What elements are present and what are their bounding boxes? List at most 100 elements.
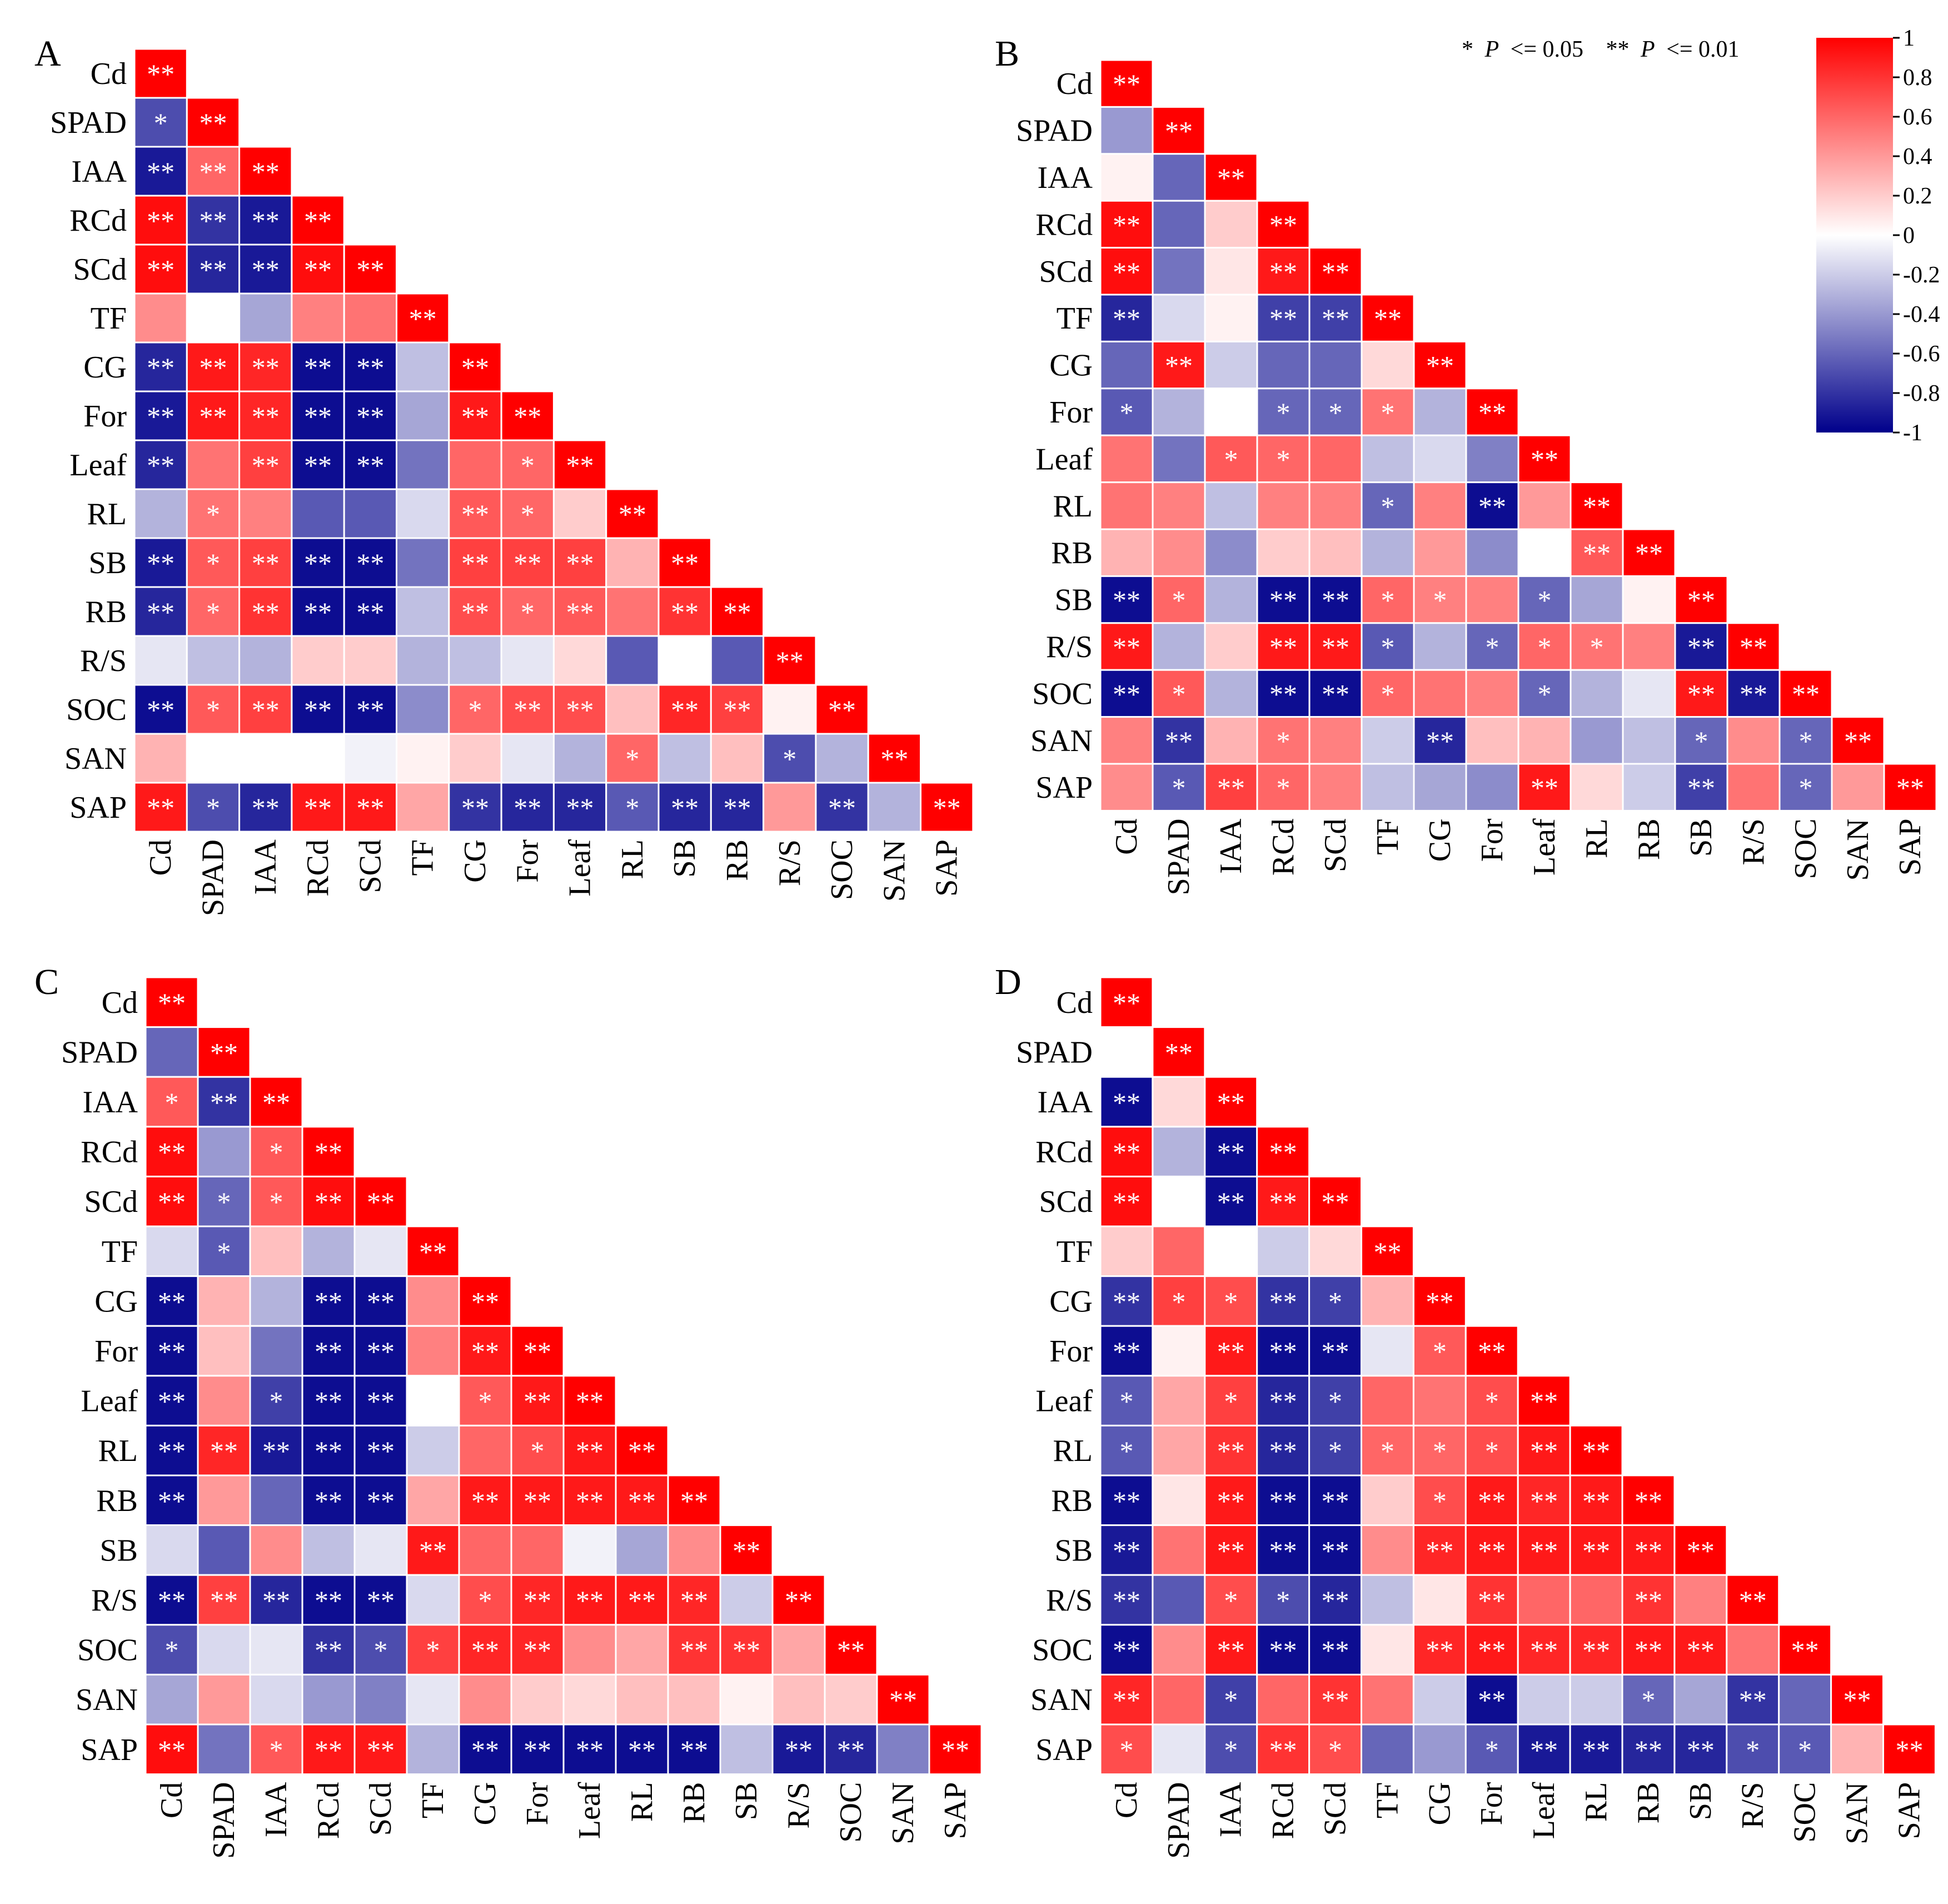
column-label: RCd <box>301 839 335 897</box>
significance-mark: * <box>783 743 796 774</box>
significance-mark: * <box>1277 397 1291 428</box>
heatmap-cell <box>867 782 921 833</box>
heatmap-cell <box>353 1225 408 1277</box>
significance-mark: ** <box>680 1585 708 1616</box>
colorbar-tick-label: 0.6 <box>1903 105 1932 130</box>
significance-mark: ** <box>1217 162 1245 193</box>
significance-mark: ** <box>356 792 384 823</box>
heatmap-cell <box>876 1673 930 1726</box>
significance-mark: ** <box>367 1186 395 1217</box>
significance-mark: * <box>1485 1435 1499 1466</box>
heatmap-cell <box>1204 1524 1258 1576</box>
panel-letter: C <box>34 962 59 1002</box>
heatmap-cell <box>1413 387 1467 436</box>
significance-mark: ** <box>367 1585 395 1616</box>
heatmap-cell <box>1517 1574 1571 1626</box>
heatmap-cell <box>1152 1026 1206 1078</box>
significance-mark: ** <box>461 596 489 628</box>
row-label: SOC <box>66 693 127 727</box>
heatmap-cell <box>1674 763 1728 812</box>
significance-mark: * <box>1486 632 1499 663</box>
significance-mark: ** <box>158 1485 186 1517</box>
heatmap-cell <box>406 1225 460 1277</box>
significance-mark: ** <box>524 1336 551 1367</box>
significance-mark: ** <box>471 1734 499 1766</box>
heatmap-cell <box>1412 1723 1467 1776</box>
heatmap-cell <box>1152 434 1206 484</box>
significance-mark: ** <box>315 1585 342 1616</box>
heatmap-cell <box>1413 716 1467 765</box>
heatmap-cell <box>552 635 607 686</box>
significance-mark: ** <box>1478 1485 1506 1517</box>
significance-mark: * <box>1329 397 1343 428</box>
column-label: CG <box>468 1782 502 1826</box>
significance-mark: ** <box>524 1734 551 1766</box>
column-label: SOC <box>834 1782 868 1843</box>
significance-mark: ** <box>304 792 332 823</box>
heatmap-cell <box>291 341 345 392</box>
heatmap-cell <box>1099 528 1154 577</box>
sig-double-p: P <box>1640 37 1655 62</box>
heatmap-cell <box>1673 1574 1728 1626</box>
heatmap-cell <box>615 1723 669 1776</box>
heatmap-cell <box>1152 1175 1206 1227</box>
significance-mark: ** <box>1322 1684 1349 1716</box>
significance-mark: * <box>1276 1585 1290 1616</box>
heatmap-cell <box>343 782 398 833</box>
significance-mark: ** <box>1792 678 1820 709</box>
row-label: For <box>1049 395 1093 430</box>
significance-mark: ** <box>1269 1386 1297 1417</box>
heatmap-cell <box>615 1673 669 1726</box>
heatmap-cell <box>145 1026 199 1078</box>
row-label: CG <box>94 1284 138 1319</box>
significance-mark: ** <box>1844 1684 1871 1716</box>
heatmap-cell <box>1308 387 1363 436</box>
significance-mark: ** <box>576 1585 604 1616</box>
significance-mark: ** <box>158 1186 186 1217</box>
heatmap-cell <box>291 488 345 539</box>
row-label: SCd <box>84 1185 138 1219</box>
significance-mark: ** <box>1322 678 1349 709</box>
significance-mark: ** <box>880 743 908 774</box>
significance-mark: ** <box>1895 1734 1923 1766</box>
heatmap-cell <box>238 586 293 637</box>
heatmap-cell <box>562 1524 617 1576</box>
column-label: SAN <box>877 839 911 902</box>
heatmap-cell <box>1204 200 1258 249</box>
significance-mark: ** <box>1531 772 1558 803</box>
heatmap-cell <box>1361 763 1415 812</box>
significance-mark: ** <box>1269 1435 1297 1466</box>
heatmap-cell <box>1152 340 1206 390</box>
significance-mark: ** <box>1113 209 1140 240</box>
heatmap-cell <box>353 1474 408 1527</box>
row-label: IAA <box>1037 1085 1093 1120</box>
heatmap-cell <box>353 1723 408 1776</box>
significance-mark: ** <box>147 792 175 823</box>
heatmap-cell <box>667 1524 721 1576</box>
heatmap-cell <box>1152 1325 1206 1377</box>
heatmap-cell <box>1152 106 1206 155</box>
significance-mark: * <box>217 1236 231 1267</box>
colorbar-tick-label: -0.4 <box>1903 302 1940 327</box>
heatmap-cell <box>1413 763 1467 812</box>
row-label: RCd <box>1035 1135 1093 1170</box>
significance-mark: ** <box>1113 1485 1140 1517</box>
heatmap-cell <box>1204 153 1258 202</box>
row-label: TF <box>91 301 127 336</box>
heatmap-cell <box>615 1574 669 1626</box>
heatmap-cell <box>197 1325 251 1377</box>
heatmap-cell <box>1674 575 1728 624</box>
significance-mark: ** <box>1582 1734 1610 1766</box>
heatmap-cell <box>249 1076 303 1128</box>
significance-mark: ** <box>628 1435 656 1466</box>
heatmap-cell <box>186 684 241 735</box>
heatmap-cell <box>1361 1225 1414 1277</box>
heatmap-cell <box>1465 387 1519 436</box>
significance-mark: ** <box>367 1386 395 1417</box>
significance-mark: ** <box>1583 491 1611 522</box>
significance-mark: ** <box>1217 1137 1245 1168</box>
significance-mark: * <box>1172 678 1186 709</box>
heatmap-cell <box>815 733 869 784</box>
